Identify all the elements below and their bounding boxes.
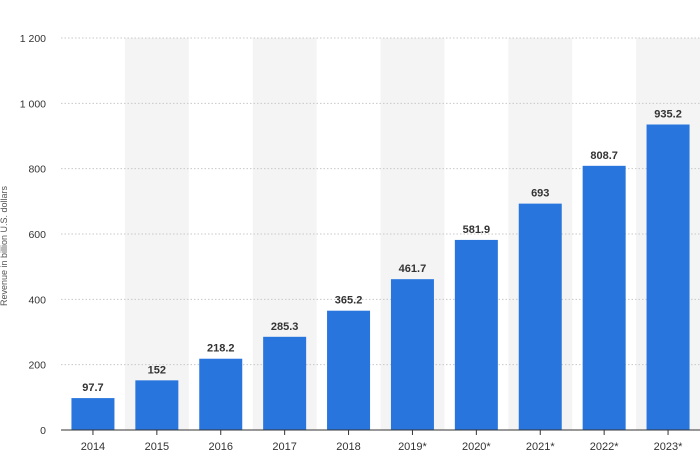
data-label: 218.2 [207, 343, 235, 355]
x-tick-label: 2023* [654, 441, 683, 453]
x-tick-label: 2019* [398, 441, 427, 453]
y-tick-label: 600 [28, 229, 46, 241]
bar [199, 358, 243, 430]
bars [71, 124, 690, 431]
data-label: 97.7 [82, 382, 103, 394]
bar [71, 398, 115, 430]
x-tick-label: 2020* [462, 441, 491, 453]
x-tick-label: 2017 [272, 441, 296, 453]
x-tick-label: 2021* [526, 441, 555, 453]
bar [646, 124, 690, 430]
data-label: 693 [531, 188, 549, 200]
data-label: 581.9 [463, 224, 491, 236]
x-tick-label: 2018 [336, 441, 360, 453]
data-label: 935.2 [654, 109, 682, 121]
y-tick-label: 200 [28, 360, 46, 372]
data-label: 808.7 [590, 150, 618, 162]
y-tick-label: 0 [40, 425, 46, 437]
x-tick-label: 2015 [145, 441, 169, 453]
bar [454, 239, 498, 430]
x-tick-label: 2016 [209, 441, 233, 453]
bar [327, 310, 371, 430]
y-axis-ticks: 0 200 400 600 800 1 000 1 200 [20, 33, 46, 437]
data-label: 461.7 [399, 263, 427, 275]
data-label: 152 [148, 364, 166, 376]
x-tick-label: 2022* [590, 441, 619, 453]
x-axis-ticks: 2014 2015 2016 2017 2018 2019* 2020* 2021* 2022*… [81, 430, 683, 453]
y-tick-label: 800 [28, 164, 46, 176]
data-labels: 97.7 152 218.2 285.3 365.2 461.7 581.9 693 808.7… [82, 109, 682, 395]
bar [518, 203, 562, 430]
data-label: 365.2 [335, 295, 363, 307]
bar [390, 279, 434, 430]
y-tick-label: 1 000 [20, 98, 46, 110]
bar [135, 380, 179, 430]
x-tick-label: 2014 [81, 441, 105, 453]
y-axis-label: Revenue in billion U.S. dollars [0, 185, 9, 306]
y-tick-label: 1 200 [20, 33, 46, 45]
bar [582, 165, 626, 431]
bar [263, 336, 307, 430]
y-tick-label: 400 [28, 294, 46, 306]
data-label: 285.3 [271, 321, 299, 333]
